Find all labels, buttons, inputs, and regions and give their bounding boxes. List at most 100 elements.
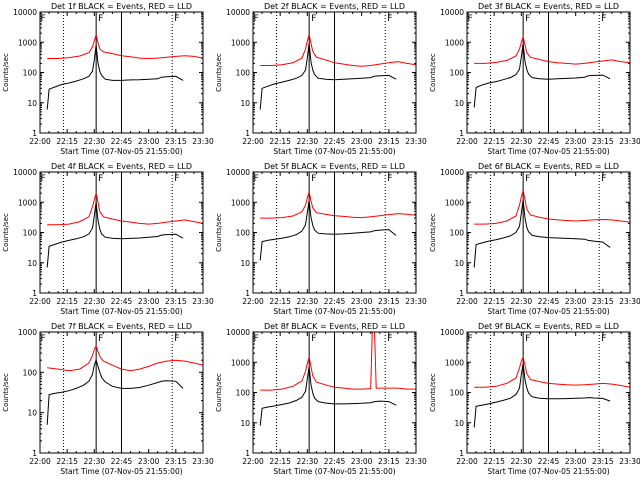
y-tick-label: 1000 — [231, 358, 250, 367]
x-axis-label: Start Time (07-Nov-05 21:55:00) — [60, 147, 182, 156]
x-tick-label: 22:15 — [483, 297, 505, 306]
flag-label-1: F — [41, 174, 46, 184]
y-tick-label: 10 — [240, 419, 250, 428]
x-tick-label: 23:00 — [565, 137, 587, 146]
flag-label-1: F — [41, 14, 46, 24]
flag-label-1: F — [254, 334, 259, 344]
x-tick-label: 23:15 — [592, 457, 614, 466]
x-tick-label: 22:45 — [324, 297, 346, 306]
y-tick-label: 1000 — [231, 38, 250, 47]
events-series-line — [473, 199, 611, 268]
x-tick-label: 22:15 — [56, 297, 78, 306]
x-tick-label: 22:30 — [84, 457, 106, 466]
y-tick-label: 1000 — [18, 38, 37, 47]
chart-title: Det 6f BLACK = Events, RED = LLD — [478, 162, 619, 171]
x-tick-label: 22:15 — [56, 137, 78, 146]
y-axis-label: Counts/sec — [2, 213, 10, 252]
x-tick-label: 23:30 — [405, 297, 427, 306]
x-tick-label: 22:45 — [111, 457, 133, 466]
y-tick-label: 1 — [245, 449, 250, 458]
x-tick-label: 22:30 — [84, 137, 106, 146]
x-tick-label: 23:15 — [165, 137, 187, 146]
x-tick-label: 22:45 — [111, 297, 133, 306]
y-tick-label: 100 — [236, 389, 251, 398]
x-tick-label: 23:30 — [619, 457, 640, 466]
y-axis-label: Counts/sec — [2, 53, 10, 92]
x-tick-label: 22:15 — [269, 137, 291, 146]
x-tick-label: 22:45 — [324, 457, 346, 466]
x-tick-label: 23:00 — [351, 137, 373, 146]
panel-det-5: F F F 1 10 100 1000 10000 22:00 22:15 22:30 22:45 23… — [215, 162, 427, 316]
flag-label-1: F — [41, 334, 46, 344]
lld-series-line — [260, 191, 416, 219]
x-tick-label: 22:45 — [111, 137, 133, 146]
events-series-line — [46, 45, 184, 110]
x-axis-label: Start Time (07-Nov-05 21:55:00) — [273, 467, 395, 476]
flag-label-1: F — [468, 334, 473, 344]
x-tick-label: 22:15 — [269, 457, 291, 466]
x-tick-label: 23:00 — [138, 297, 160, 306]
flag-label-3: F — [387, 174, 392, 184]
panel-det-2: F F F 1 10 100 1000 10000 22:00 22:15 22:30 22:45 23… — [215, 2, 427, 156]
flag-label-2: F — [525, 14, 530, 24]
x-tick-label: 23:30 — [192, 297, 214, 306]
y-tick-label: 100 — [23, 229, 38, 238]
flag-label-1: F — [254, 174, 259, 184]
y-axis-label: Counts/sec — [215, 213, 223, 252]
x-axis-label: Start Time (07-Nov-05 21:55:00) — [487, 147, 609, 156]
y-tick-label: 10000 — [226, 8, 250, 17]
y-tick-label: 1000 — [231, 198, 250, 207]
panel-det-3: F F F 1 10 100 1000 10000 22:00 22:15 22:30 22:45 23… — [429, 2, 640, 156]
events-series-line — [46, 202, 184, 268]
y-tick-label: 100 — [450, 389, 465, 398]
x-tick-label: 22:30 — [511, 137, 533, 146]
y-tick-label: 10000 — [440, 168, 464, 177]
y-tick-label: 1 — [459, 289, 464, 298]
x-tick-label: 23:15 — [592, 297, 614, 306]
x-tick-label: 22:45 — [324, 137, 346, 146]
y-tick-label: 10000 — [226, 168, 250, 177]
x-tick-label: 22:00 — [29, 457, 51, 466]
y-axis-label: Counts/sec — [2, 373, 10, 412]
chart-title: Det 3f BLACK = Events, RED = LLD — [478, 2, 619, 11]
y-axis-label: Counts/sec — [215, 373, 223, 412]
chart-title: Det 1f BLACK = Events, RED = LLD — [51, 2, 192, 11]
panel-det-9: F F F 1 10 100 1000 10000 22:00 22:15 22:30 22:45 23… — [429, 322, 640, 476]
x-tick-label: 23:15 — [378, 297, 400, 306]
x-tick-label: 23:15 — [165, 457, 187, 466]
y-axis-label: Counts/sec — [429, 53, 437, 92]
lld-series-line — [260, 332, 416, 391]
flag-label-3: F — [174, 174, 179, 184]
x-tick-label: 23:00 — [138, 457, 160, 466]
panel-det-4: F F F 1 10 100 1000 10000 22:00 22:15 22:30 22:45 23… — [2, 162, 214, 316]
x-tick-label: 22:00 — [242, 297, 264, 306]
chart-title: Det 5f BLACK = Events, RED = LLD — [264, 162, 405, 171]
flag-label-3: F — [387, 14, 392, 24]
y-tick-label: 1 — [32, 129, 37, 138]
events-series-line — [259, 366, 397, 426]
x-tick-label: 23:00 — [351, 297, 373, 306]
x-tick-label: 22:00 — [242, 137, 264, 146]
y-tick-label: 1000 — [445, 198, 464, 207]
x-axis-label: Start Time (07-Nov-05 21:55:00) — [60, 307, 182, 316]
x-tick-label: 22:00 — [456, 297, 478, 306]
x-tick-label: 23:30 — [192, 457, 214, 466]
y-tick-label: 10 — [240, 259, 250, 268]
y-tick-label: 10000 — [13, 168, 37, 177]
y-axis-label: Counts/sec — [429, 373, 437, 412]
x-tick-label: 23:15 — [165, 297, 187, 306]
x-tick-label: 23:00 — [351, 457, 373, 466]
y-tick-label: 10 — [454, 259, 464, 268]
lld-series-line — [47, 192, 203, 226]
lld-series-line — [474, 35, 630, 65]
flag-label-2: F — [525, 334, 530, 344]
flag-label-3: F — [601, 174, 606, 184]
x-tick-label: 22:00 — [29, 297, 51, 306]
flag-label-2: F — [98, 334, 103, 344]
y-tick-label: 1 — [32, 289, 37, 298]
flag-label-2: F — [311, 334, 316, 344]
flag-label-2: F — [311, 174, 316, 184]
y-tick-label: 10000 — [226, 328, 250, 337]
x-tick-label: 22:45 — [538, 457, 560, 466]
